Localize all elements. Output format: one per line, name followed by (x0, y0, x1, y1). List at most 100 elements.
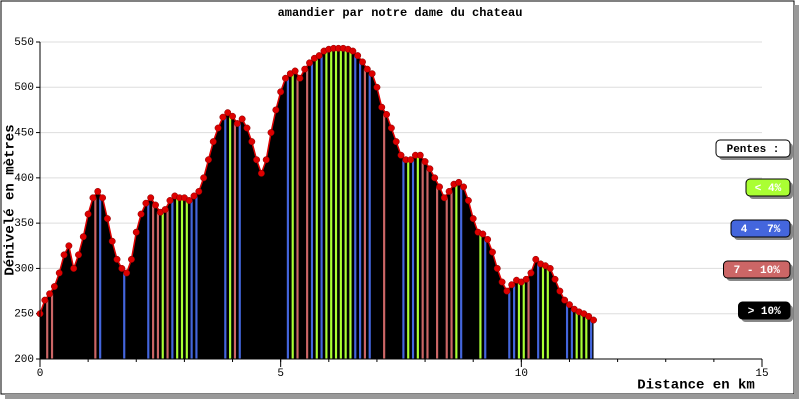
point (243, 124, 251, 132)
point (209, 138, 217, 146)
slope-stripe (281, 91, 285, 360)
point (185, 197, 193, 204)
point (493, 264, 501, 272)
slope-stripe (152, 205, 155, 359)
slope-stripe (397, 155, 400, 359)
point (291, 67, 299, 75)
slope-stripe (166, 209, 169, 359)
slope-stripe (339, 48, 342, 360)
slope-stripe (243, 128, 246, 359)
point (421, 158, 429, 166)
slope-stripe (378, 107, 381, 359)
slope-stripe (445, 197, 448, 359)
point (585, 312, 593, 320)
slope-stripe (306, 69, 309, 360)
point (190, 192, 198, 200)
legend-item: < 4% (745, 178, 793, 199)
x-tick-label: 10 (515, 368, 528, 380)
slope-stripe (204, 177, 208, 359)
point (479, 230, 487, 238)
point (296, 74, 304, 82)
point (128, 255, 135, 263)
slope-stripe (253, 159, 256, 359)
slope-stripe (392, 141, 395, 359)
legend-item: > 10% (738, 301, 793, 322)
slope-stripe (498, 282, 501, 359)
y-tick-label: 300 (14, 263, 34, 275)
frame-shadow (5, 394, 799, 399)
slope-stripe (310, 62, 314, 360)
point (224, 109, 232, 117)
slope-stripe (580, 313, 583, 359)
slope-stripe (585, 316, 588, 359)
point (277, 88, 285, 96)
point (392, 138, 400, 146)
slope-stripe (469, 218, 472, 359)
y-tick-label: 550 (14, 37, 34, 49)
point (233, 120, 241, 127)
point (306, 59, 313, 67)
slope-stripe (257, 173, 261, 359)
point (301, 65, 309, 73)
point (205, 156, 212, 164)
point (489, 248, 496, 256)
slope-stripe (272, 132, 275, 359)
slope-stripe (277, 109, 280, 359)
point (498, 278, 506, 286)
point (147, 194, 155, 202)
x-axis-label: Distance en km (637, 378, 755, 394)
y-axis-label: Dénivelé en mètres (3, 124, 19, 275)
point (89, 194, 97, 202)
point (46, 290, 54, 298)
slope-stripe (517, 282, 521, 359)
point (546, 264, 554, 272)
point (108, 237, 116, 245)
point (551, 275, 559, 283)
slope-stripe (363, 69, 366, 360)
point (41, 296, 49, 304)
point (75, 251, 82, 259)
point (55, 269, 63, 277)
slope-stripe (373, 87, 376, 360)
slope-stripe (460, 186, 463, 359)
slope-stripe (450, 191, 453, 359)
slope-stripe (41, 313, 44, 359)
point (508, 281, 516, 289)
slope-stripe (513, 284, 516, 359)
legend-label: > 10% (748, 306, 781, 318)
slope-stripe (493, 268, 496, 359)
slope-stripe (103, 218, 107, 359)
slope-stripe (147, 203, 150, 359)
legend-box (745, 178, 791, 197)
slope-stripe (70, 268, 73, 359)
point (354, 52, 362, 60)
point (484, 235, 492, 243)
point (195, 187, 203, 195)
point (383, 111, 391, 118)
point (315, 52, 323, 60)
slope-stripe (229, 116, 232, 359)
slope-stripe (171, 200, 174, 359)
slope-stripe (214, 141, 217, 359)
point (103, 215, 111, 223)
slope-stripe (180, 197, 184, 359)
legend-box (738, 301, 791, 320)
slope-stripe (330, 49, 333, 359)
point (238, 115, 246, 123)
slope-stripe (46, 300, 49, 359)
point (436, 183, 443, 191)
slope-stripe (368, 73, 371, 359)
slope-stripe (142, 214, 145, 359)
y-tick-label: 200 (14, 354, 34, 366)
slope-stripe (108, 241, 111, 359)
slope-stripe (522, 282, 525, 359)
legend-box (723, 260, 791, 279)
slope-stripe (262, 173, 265, 359)
frame-shadow (794, 5, 799, 398)
slope-stripe (532, 272, 535, 359)
slope-stripe (84, 236, 87, 359)
slope-stripe (286, 78, 289, 359)
legend-box (715, 139, 791, 158)
point (363, 65, 371, 73)
